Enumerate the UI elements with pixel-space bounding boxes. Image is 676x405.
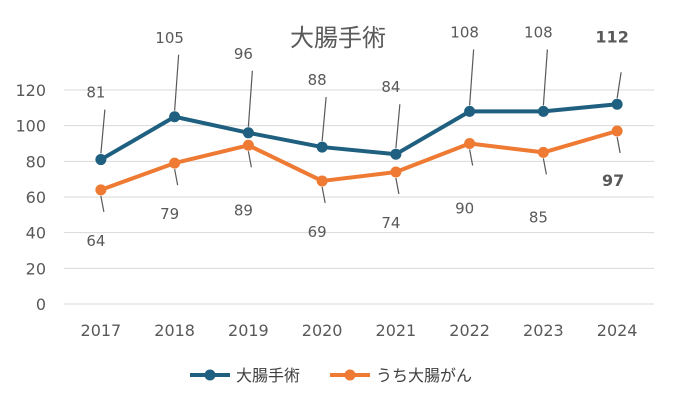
data-label: 64 [86,232,105,250]
data-label: 88 [308,71,327,89]
y-tick-label: 120 [15,81,46,100]
x-tick-label: 2019 [228,321,269,340]
data-label: 84 [381,78,400,96]
y-axis-ticks: 0 20 40 60 80 100 120 [15,81,46,314]
data-label: 89 [234,201,253,219]
label-leader [395,177,400,195]
x-tick-label: 2018 [154,321,195,340]
y-tick-label: 40 [26,224,46,243]
x-tick-label: 2021 [376,321,417,340]
data-point [95,154,107,166]
data-point [316,141,328,153]
data-label: 79 [160,205,179,223]
data-labels: 81 105 96 88 84 108 108 112 64 79 89 69 74 90 85 97 [86,23,629,249]
label-leader [247,151,252,168]
data-label: 69 [308,223,327,241]
x-tick-label: 2024 [597,321,638,340]
series-2 [95,125,623,196]
data-point [242,127,254,139]
label-leader [395,104,401,149]
gridlines [64,89,654,305]
data-label: 108 [450,23,479,41]
series-line [100,129,618,192]
data-label: 108 [524,23,553,41]
label-leader [321,186,326,204]
legend: 大腸手術 うち大腸がん [190,366,472,385]
data-label: 96 [234,45,253,63]
legend-item-1: 大腸手術 [190,366,300,385]
x-tick-label: 2023 [523,321,564,340]
data-point [316,175,328,187]
label-leader [100,109,106,154]
data-point [169,157,181,169]
x-tick-label: 2022 [449,321,490,340]
data-label: 85 [529,208,548,226]
y-tick-label: 80 [26,152,46,171]
legend-swatch-marker [344,369,356,381]
label-leader [174,54,180,111]
label-leader [321,97,327,142]
y-tick-label: 20 [26,259,46,278]
label-leader [616,136,621,154]
label-leader [542,158,547,175]
series-1 [95,98,623,166]
x-axis-ticks: 2017 2018 2019 2020 2021 2022 2023 2024 [81,321,638,340]
data-point [611,125,623,137]
label-leader-lines [100,49,622,212]
legend-label: 大腸手術 [236,366,300,385]
data-point [611,98,623,110]
label-leader [469,149,474,166]
data-point [464,105,476,117]
label-leader [542,49,548,106]
legend-item-2: うち大腸がん [330,366,472,385]
x-tick-label: 2017 [81,321,122,340]
legend-label: うち大腸がん [376,366,472,385]
data-label: 90 [455,200,474,218]
data-point [537,146,549,158]
label-leader [247,70,253,127]
data-point [537,105,549,117]
data-label: 81 [86,84,105,102]
data-point [464,138,476,149]
x-tick-label: 2020 [302,321,343,340]
series-lines [95,98,623,196]
data-label: 74 [381,214,400,232]
label-leader [174,169,179,186]
data-label: 97 [602,171,624,190]
y-tick-label: 100 [15,117,46,136]
data-label: 105 [155,29,184,47]
y-tick-label: 60 [26,188,46,207]
series-line [99,102,618,162]
label-leader [100,195,105,212]
data-point [169,111,181,123]
data-point [95,184,107,196]
data-point [242,139,254,151]
label-leader [616,72,622,99]
data-point [390,166,402,178]
data-point [390,148,402,160]
y-tick-label: 0 [36,295,46,314]
chart-title: 大腸手術 [290,24,386,52]
data-label: 112 [595,27,628,46]
legend-swatch-marker [204,369,216,381]
label-leader [469,49,475,106]
